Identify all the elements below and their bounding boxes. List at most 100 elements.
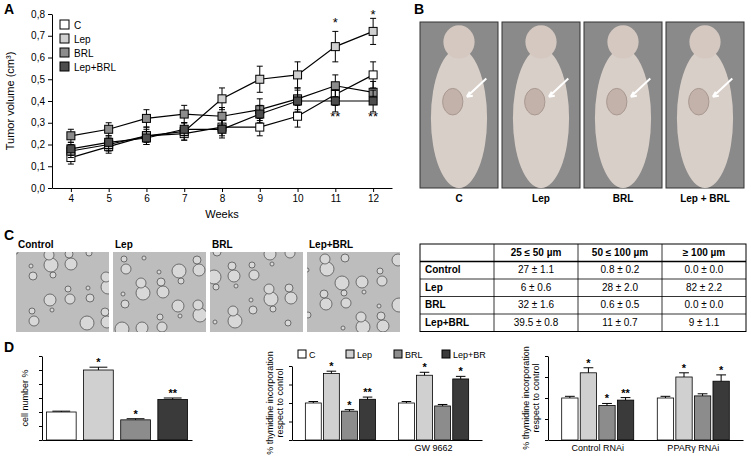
y-axis-tick bbox=[39, 412, 42, 413]
y-axis-tick-mark bbox=[48, 36, 52, 37]
error-bar-cap bbox=[661, 396, 671, 397]
error-bar bbox=[106, 123, 112, 136]
micrograph-cell bbox=[193, 300, 203, 310]
y-axis-tick-mark bbox=[48, 188, 52, 189]
micrograph bbox=[14, 250, 115, 332]
table-row-label: BRL bbox=[425, 299, 446, 310]
bar bbox=[694, 396, 710, 440]
micrograph-cell bbox=[264, 292, 278, 306]
y-axis-tick-mark bbox=[48, 145, 52, 146]
photo bbox=[666, 22, 744, 188]
y-axis-tick-mark bbox=[545, 356, 548, 357]
series-line bbox=[71, 31, 373, 151]
y-axis-tick-mark bbox=[39, 426, 42, 427]
micrograph-cell bbox=[86, 252, 92, 256]
legend-label: Lep+BR bbox=[453, 350, 486, 360]
error-bar-cap bbox=[143, 127, 149, 128]
series-marker bbox=[369, 71, 377, 79]
y-axis-tick-label: 0,2 bbox=[31, 139, 45, 150]
x-axis-tick: 7 bbox=[182, 188, 188, 204]
series-marker bbox=[67, 132, 75, 140]
error-bar-cap bbox=[68, 142, 74, 143]
photo-tumor bbox=[443, 88, 463, 115]
x-axis-tick: Control RNAi bbox=[571, 443, 624, 453]
micrograph-content bbox=[16, 252, 109, 330]
y-axis-tick-mark bbox=[289, 366, 292, 367]
error-bar-cap bbox=[52, 411, 70, 412]
y-axis-title: cell number % bbox=[20, 369, 30, 426]
photo-frame bbox=[584, 22, 662, 188]
micrograph-panel: ControlLepBRLLep+BRL bbox=[14, 239, 406, 336]
micrograph-cell bbox=[249, 306, 257, 314]
plot-area bbox=[305, 371, 468, 440]
error-bar-cap bbox=[438, 404, 448, 405]
y-axis: 0,00,10,20,30,40,50,60,70,8 bbox=[31, 9, 52, 194]
x-axis-tick: 6 bbox=[144, 188, 150, 204]
table-header: 25 ≤ 50 µm bbox=[511, 247, 562, 258]
x-axis-tick: 4 bbox=[69, 188, 75, 204]
bar bbox=[676, 377, 692, 440]
y-axis-tick-mark bbox=[545, 398, 548, 399]
micrograph-cell bbox=[136, 278, 146, 288]
error-bar-cap bbox=[106, 135, 112, 136]
series-marker bbox=[67, 145, 75, 153]
legend-label: C bbox=[74, 20, 81, 31]
micrograph-cell bbox=[341, 326, 345, 330]
y-axis-tick-mark bbox=[48, 101, 52, 102]
micrograph-cell bbox=[335, 276, 349, 290]
y-axis-title: Tumor volume (cm³) bbox=[4, 52, 16, 151]
photo-caption: Lep + BRL bbox=[680, 193, 730, 204]
error-bar-cap bbox=[332, 74, 338, 75]
table-cell: 28 ± 2.0 bbox=[602, 282, 639, 293]
error-bar-cap bbox=[68, 129, 74, 130]
photo-body bbox=[595, 49, 651, 188]
error-bar bbox=[402, 402, 412, 403]
micrograph-cell bbox=[228, 270, 240, 282]
x-axis-tick-label: 6 bbox=[144, 193, 150, 204]
micrograph-content bbox=[210, 252, 297, 328]
y-axis-title-line: respect to control bbox=[275, 368, 285, 437]
y-axis-title-line: % thymidine incorporation bbox=[265, 351, 275, 455]
y-axis-title-line: % thymidine incorporation bbox=[521, 346, 531, 450]
series-marker bbox=[331, 97, 339, 105]
panel-label: C bbox=[4, 227, 14, 243]
y-axis-tick bbox=[39, 440, 42, 441]
micrograph-cell bbox=[178, 314, 182, 318]
photo-head bbox=[443, 25, 474, 58]
micrograph-cell bbox=[320, 254, 330, 264]
series-marker bbox=[256, 123, 264, 131]
bar bbox=[562, 398, 578, 440]
x-axis-tick: GW 9662 bbox=[415, 443, 453, 453]
x-axis-tick-label: 8 bbox=[220, 193, 226, 204]
y-axis-tick: 0,5 bbox=[31, 74, 52, 85]
series-marker bbox=[218, 125, 226, 133]
series-marker bbox=[218, 112, 226, 120]
photo-tumor bbox=[607, 88, 627, 115]
micrograph-cell bbox=[377, 320, 389, 332]
legend-swatch bbox=[60, 34, 69, 43]
table-rule bbox=[578, 244, 579, 332]
y-axis-tick bbox=[289, 385, 292, 386]
error-bar-cap bbox=[370, 61, 376, 62]
y-axis-tick-mark bbox=[289, 403, 292, 404]
micrograph-cell bbox=[157, 278, 165, 286]
y-axis-tick bbox=[289, 403, 292, 404]
legend-item: C bbox=[60, 20, 81, 31]
micrograph-label: Lep bbox=[115, 239, 133, 250]
legend-item: Lep+BRL bbox=[60, 62, 116, 73]
micrograph-cell bbox=[285, 320, 291, 326]
error-bar-cap bbox=[181, 140, 187, 141]
error-bar bbox=[181, 123, 187, 140]
significance-label: * bbox=[133, 408, 138, 420]
y-axis-tick-mark bbox=[39, 370, 42, 371]
bar bbox=[84, 370, 114, 440]
series-marker bbox=[218, 95, 226, 103]
micrograph-cell bbox=[193, 256, 201, 264]
photo-arrow bbox=[631, 78, 651, 96]
micrograph-cell bbox=[157, 322, 167, 332]
table-cell: 9 ± 1.1 bbox=[689, 317, 720, 328]
line-chart: 4567891011120,00,10,20,30,40,50,60,70,8W… bbox=[4, 7, 393, 221]
y-axis-tick bbox=[39, 398, 42, 399]
table-border bbox=[420, 244, 746, 332]
x-axis-line bbox=[43, 440, 193, 441]
